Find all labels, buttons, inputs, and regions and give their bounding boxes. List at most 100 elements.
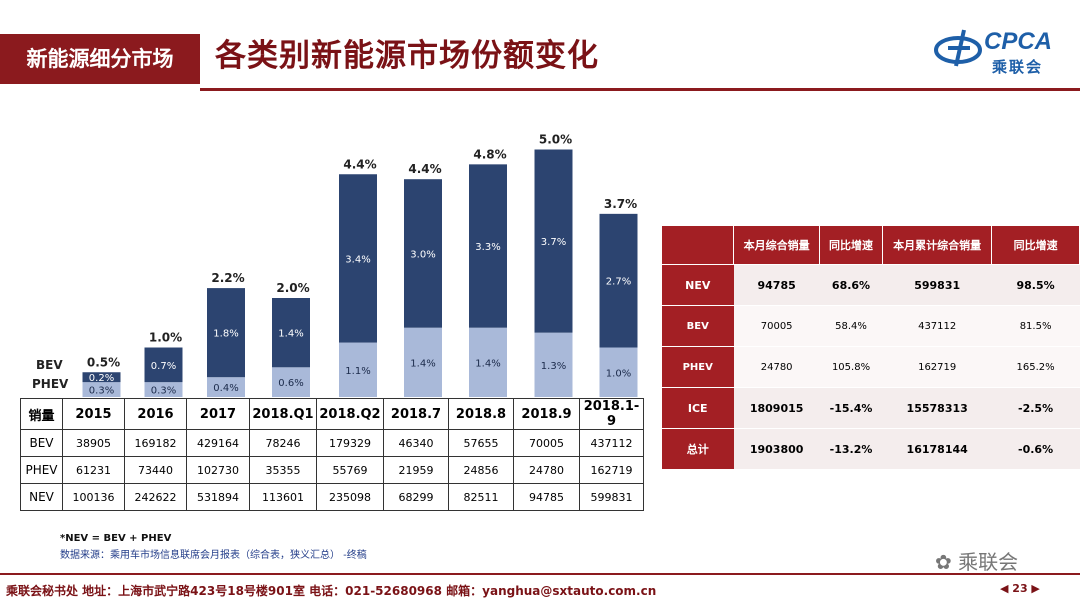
label-total-3: 2.0% — [276, 281, 309, 295]
legend-phev: PHEV — [32, 377, 69, 391]
label-bev-8: 2.7% — [606, 277, 631, 288]
table-cell: 58.4% — [819, 305, 883, 347]
table-cell: 24856 — [448, 456, 514, 484]
label-total-8: 3.7% — [604, 197, 637, 211]
table-cell: 242622 — [124, 483, 187, 511]
volume-col-header: 2015 — [62, 398, 125, 430]
label-bev-2: 1.8% — [213, 329, 238, 340]
table-row: 总计 1903800 -13.2% 16178144 -0.6% — [661, 428, 1080, 470]
table-cell: 35355 — [249, 456, 317, 484]
table-cell: 437112 — [579, 429, 644, 457]
footer-divider — [0, 573, 1080, 575]
row-label: 总计 — [661, 428, 734, 470]
table-row: PHEV 61231 73440 102730 35355 55769 21959 24856… — [20, 456, 644, 484]
label-phev-5: 1.4% — [410, 358, 435, 369]
table-row: BEV 70005 58.4% 437112 81.5% — [661, 305, 1080, 347]
logo-cn-text: 乘联会 — [992, 58, 1044, 76]
market-share-chart: 0.3% 0.2% 0.5% 0.3% 0.7% 1.0% 0.4% 1.8% 2.2% 0.6%… — [32, 133, 638, 397]
cpca-logo: CPCA 乘联会 — [934, 26, 1074, 76]
table-cell: 98.5% — [991, 264, 1080, 306]
bar-phev-7 — [534, 332, 573, 397]
bar-bev-0 — [82, 372, 121, 383]
table-cell: 169182 — [124, 429, 187, 457]
table-cell: 16178144 — [882, 428, 992, 470]
volume-col-header: 2018.1-9 — [579, 398, 644, 430]
logo-cpca-text: CPCA — [984, 28, 1053, 55]
label-bev-7: 3.7% — [541, 237, 566, 248]
volume-table: 销量 2015 2016 2017 2018.Q1 2018.Q2 2018.7 2018.8… — [20, 398, 644, 511]
table-cell: 70005 — [733, 305, 820, 347]
legend-bev: BEV — [36, 358, 63, 372]
volume-col-header: 2017 — [186, 398, 250, 430]
cpca-emblem-icon — [934, 29, 982, 67]
footer-contact: 乘联会秘书处 地址：上海市武宁路423号18号楼901室 电话：021-5268… — [6, 584, 657, 598]
table-cell: -13.2% — [819, 428, 883, 470]
volume-col-header: 2016 — [124, 398, 187, 430]
label-phev-8: 1.0% — [606, 368, 631, 379]
volume-col-header: 2018.7 — [383, 398, 449, 430]
table-cell: 24780 — [513, 456, 580, 484]
bar-phev-3 — [272, 367, 310, 397]
nev-formula-note: *NEV = BEV + PHEV — [60, 533, 172, 544]
data-source-note: 数据来源：乘用车市场信息联席会月报表（综合表，狭义汇总） -终稿 — [60, 550, 367, 561]
page-nav[interactable]: ◀ 23 ▶ — [1000, 582, 1040, 595]
watermark-text: 乘联会 — [958, 550, 1019, 574]
volume-col-header: 2018.Q1 — [249, 398, 317, 430]
table-cell: 46340 — [383, 429, 449, 457]
volume-col-header: 2018.Q2 — [316, 398, 384, 430]
title-divider — [200, 88, 1080, 91]
label-phev-4: 1.1% — [345, 366, 370, 377]
bar-bev-4 — [339, 174, 377, 343]
table-cell: 94785 — [733, 264, 820, 306]
bar-phev-4 — [339, 342, 377, 397]
label-total-0: 0.5% — [87, 355, 120, 369]
label-phev-3: 0.6% — [278, 378, 303, 389]
table-cell: 57655 — [448, 429, 514, 457]
table-cell: 1809015 — [733, 387, 820, 429]
label-total-1: 1.0% — [149, 331, 182, 345]
sales-growth-table: 本月综合销量 同比增速 本月累计综合销量 同比增速 NEV 94785 68.6% 5998… — [660, 225, 1080, 470]
bar-bev-1 — [144, 347, 183, 383]
label-total-7: 5.0% — [539, 133, 572, 147]
table-cell: 24780 — [733, 346, 820, 388]
table-cell: 162719 — [882, 346, 992, 388]
table-cell: 73440 — [124, 456, 187, 484]
label-phev-2: 0.4% — [213, 383, 238, 394]
table-cell: -15.4% — [819, 387, 883, 429]
table-cell: 82511 — [448, 483, 514, 511]
bar-phev-1 — [144, 382, 183, 397]
table-cell: 68.6% — [819, 264, 883, 306]
bar-phev-5 — [404, 327, 442, 397]
table-cell: -0.6% — [991, 428, 1080, 470]
table-cell: -2.5% — [991, 387, 1080, 429]
wechat-icon: ✿ — [935, 550, 952, 574]
label-total-5: 4.4% — [408, 162, 441, 176]
table-cell: 179329 — [316, 429, 384, 457]
table-cell: 61231 — [62, 456, 125, 484]
table-row: NEV 100136 242622 531894 113601 235098 68299 82… — [20, 483, 644, 511]
table-row: PHEV 24780 105.8% 162719 165.2% — [661, 346, 1080, 388]
label-bev-5: 3.0% — [410, 249, 435, 260]
label-bev-4: 3.4% — [345, 254, 370, 265]
table-cell: 437112 — [882, 305, 992, 347]
volume-col-header: 2018.8 — [448, 398, 514, 430]
table-cell: 38905 — [62, 429, 125, 457]
side-col-header: 本月累计综合销量 — [882, 225, 993, 265]
bar-phev-6 — [469, 327, 507, 397]
row-label: BEV — [661, 305, 734, 347]
table-cell: 68299 — [383, 483, 449, 511]
table-cell: 599831 — [882, 264, 992, 306]
label-total-4: 4.4% — [343, 157, 376, 171]
bar-bev-5 — [404, 179, 442, 328]
table-cell: 599831 — [579, 483, 644, 511]
row-label: BEV — [20, 429, 63, 457]
table-cell: 70005 — [513, 429, 580, 457]
table-cell: 165.2% — [991, 346, 1080, 388]
table-cell: 113601 — [249, 483, 317, 511]
table-row: NEV 94785 68.6% 599831 98.5% — [661, 264, 1080, 306]
table-cell: 235098 — [316, 483, 384, 511]
volume-col-header: 2018.9 — [513, 398, 580, 430]
bar-bev-3 — [272, 298, 310, 368]
table-cell: 94785 — [513, 483, 580, 511]
bar-bev-8 — [599, 213, 638, 348]
